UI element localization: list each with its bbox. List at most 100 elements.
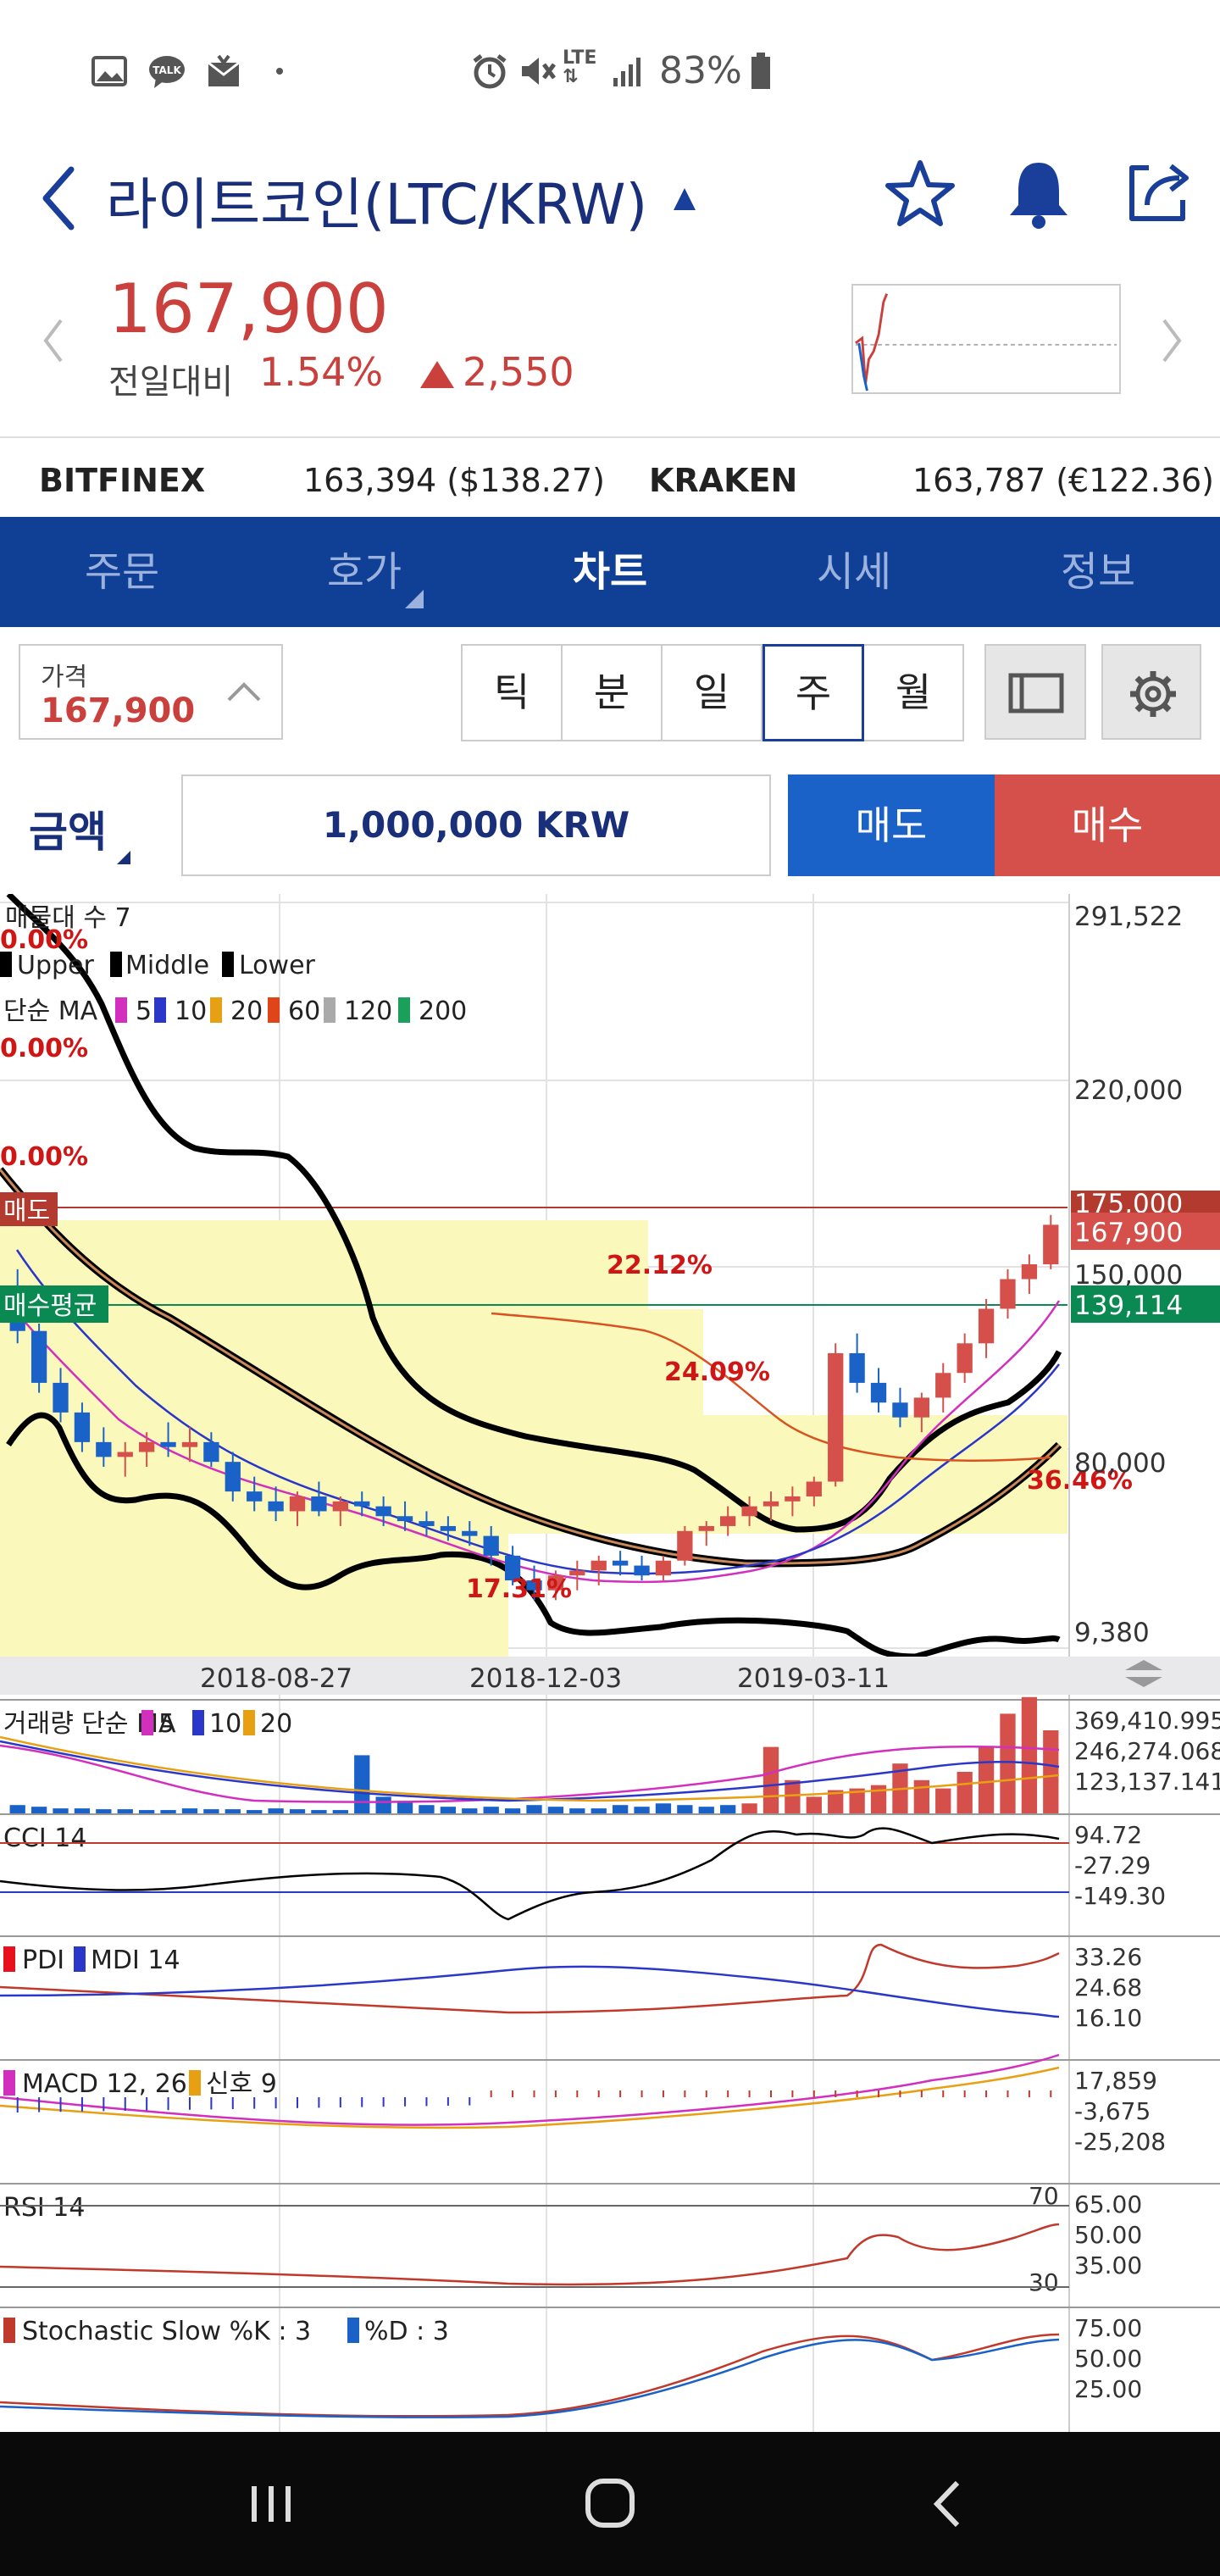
x-tick-label: 2018-12-03 <box>469 1663 622 1694</box>
period-month[interactable]: 월 <box>862 644 964 741</box>
title-dropdown-icon[interactable] <box>674 188 696 210</box>
candle-body <box>569 1570 585 1576</box>
volume-bar <box>74 1808 91 1813</box>
chart-settings-button[interactable] <box>1101 644 1201 740</box>
period-minute[interactable]: 분 <box>561 644 663 741</box>
scroll-handle-icon[interactable] <box>1125 1660 1162 1687</box>
chevron-up-icon <box>227 682 261 702</box>
back-arrow-icon[interactable] <box>34 164 85 232</box>
legend-swatch <box>3 1946 15 1972</box>
battery-icon <box>751 53 770 89</box>
indicator-tick: 35.00 <box>1074 2251 1142 2279</box>
legend-swatch <box>268 997 280 1023</box>
legend-swatch <box>398 997 410 1023</box>
ma-legend-period: 5 <box>136 997 152 1026</box>
home-icon[interactable] <box>568 2474 652 2534</box>
pct-label: 17.31% <box>466 1574 572 1604</box>
change-amount: 2,550 <box>463 349 574 395</box>
volume-bar <box>569 1808 585 1813</box>
volume-bar <box>268 1808 284 1813</box>
coin-title[interactable]: 라이트코인(LTC/KRW) <box>106 172 648 237</box>
pdi-line <box>0 1943 1060 2014</box>
tab-info[interactable]: 정보 <box>1060 548 1136 596</box>
bell-icon[interactable] <box>1005 156 1073 230</box>
recent-apps-icon[interactable] <box>229 2474 313 2534</box>
last-price-tag <box>1071 1213 1220 1250</box>
volume-bar <box>849 1788 865 1813</box>
legend-swatch <box>210 997 222 1023</box>
x-tick-label: 2018-08-27 <box>200 1663 352 1694</box>
candle-body <box>591 1560 607 1571</box>
volume-bar <box>870 1785 887 1813</box>
indicator-tick: -25,208 <box>1074 2128 1166 2156</box>
favorite-star-icon[interactable] <box>884 158 956 229</box>
indicator-tick: 65.00 <box>1074 2190 1142 2218</box>
rsi-line-series <box>0 2223 1060 2286</box>
tab-order[interactable]: 주문 <box>84 548 160 596</box>
candle-body <box>268 1501 284 1512</box>
candle-body <box>870 1382 887 1403</box>
sell-button[interactable]: 매도 <box>788 774 995 876</box>
macd-line <box>0 2053 1060 2126</box>
legend-swatch <box>222 952 234 977</box>
candle-body <box>375 1506 391 1517</box>
candle-body <box>483 1535 499 1556</box>
dot-icon <box>276 68 283 75</box>
period-week[interactable]: 주 <box>762 644 864 741</box>
y-tick-label: 291,522 <box>1074 902 1183 932</box>
indicator-title: RSI 14 <box>3 2193 85 2223</box>
amount-input[interactable]: 1,000,000 KRW <box>181 774 771 876</box>
chart-controls: 가격 167,900 틱 분 일 주 월 <box>0 627 1220 754</box>
volume-bar <box>375 1796 391 1813</box>
legend-swatch <box>110 952 122 977</box>
header: 라이트코인(LTC/KRW) <box>0 144 1220 254</box>
volume-bars <box>9 1696 1059 1813</box>
candle-body <box>612 1560 629 1566</box>
exchange-name: KRAKEN <box>649 462 798 499</box>
volume-bar <box>1021 1696 1038 1813</box>
volume-bar <box>1043 1730 1059 1813</box>
amount-dropdown-icon[interactable] <box>115 849 132 866</box>
bollinger-lower <box>6 1412 1061 1660</box>
price-chart[interactable]: 매물대 수 7 Upper Middle Lower 단순 MA 5 10 20… <box>0 894 1220 2432</box>
candle-body <box>698 1525 714 1531</box>
indicator-tick: 33.26 <box>1074 1943 1142 1971</box>
legend-swatch <box>0 952 12 977</box>
volume-bar <box>978 1746 995 1813</box>
price-summary: 167,900 전일대비 1.54% 2,550 <box>0 254 1220 436</box>
share-icon[interactable] <box>1123 156 1195 227</box>
indicator-tick: 75.00 <box>1074 2314 1142 2342</box>
indicator-second: %D : 3 <box>364 2317 449 2346</box>
prev-coin-icon[interactable] <box>41 315 66 366</box>
ma-legend-period: 120 <box>344 997 392 1026</box>
tab-orderbook[interactable]: 호가 <box>326 548 402 596</box>
next-coin-icon[interactable] <box>1159 315 1184 366</box>
legend-swatch <box>115 997 127 1023</box>
volume-bar <box>591 1808 607 1813</box>
indicator-second: MDI 14 <box>91 1946 180 1975</box>
buy-button[interactable]: 매수 <box>995 774 1220 876</box>
period-tick[interactable]: 틱 <box>461 644 563 741</box>
candle-body <box>117 1452 133 1457</box>
legend-upper: Upper <box>17 951 95 980</box>
candle-body <box>247 1491 263 1502</box>
tab-quotes[interactable]: 시세 <box>816 548 892 596</box>
status-bar: TALK LTE ⇅ 83% <box>0 0 1220 144</box>
price-select[interactable]: 가격 167,900 <box>19 644 283 740</box>
indicator-tick: 17,859 <box>1074 2067 1157 2095</box>
ma-legend-label: 단순 MA <box>3 997 98 1026</box>
candle-body <box>892 1402 908 1418</box>
indicator-tick: 50.00 <box>1074 2345 1142 2373</box>
chart-layout-button[interactable] <box>984 644 1086 740</box>
pct-label: 24.09% <box>664 1357 770 1387</box>
tab-chart[interactable]: 차트 <box>572 548 648 596</box>
amount-label[interactable]: 금액 <box>29 808 107 857</box>
back-nav-icon[interactable] <box>907 2474 991 2534</box>
period-day[interactable]: 일 <box>661 644 762 741</box>
sell-line-label: 매도 <box>3 1196 50 1226</box>
candle-body <box>440 1525 457 1531</box>
mini-chart[interactable] <box>851 284 1121 394</box>
candle-body <box>828 1352 844 1482</box>
indicator-tick: -3,675 <box>1074 2097 1151 2125</box>
price-select-label: 가격 <box>41 663 88 692</box>
